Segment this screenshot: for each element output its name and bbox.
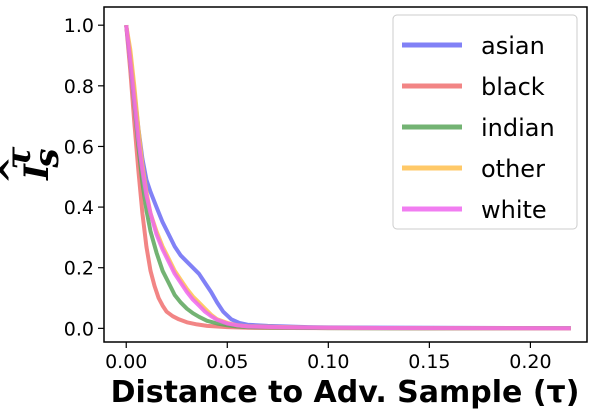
x-tick-label: 0.15 (408, 351, 450, 373)
legend-label-asian: asian (481, 32, 545, 60)
plot-frame (103, 6, 588, 343)
y-tick-label: 0.4 (64, 197, 94, 219)
legend-label-black: black (481, 73, 545, 101)
y-axis-ticks: 0.0 0.2 0.4 0.6 0.8 1.0 (64, 15, 104, 340)
y-tick-label: 1.0 (64, 15, 94, 37)
y-tick-label: 0.2 (64, 258, 94, 280)
x-tick-label: 0.00 (105, 351, 147, 373)
svg-text:s: s (27, 148, 67, 168)
svg-text:τ: τ (0, 146, 39, 169)
series-layer (124, 24, 571, 331)
legend-label-indian: indian (481, 114, 555, 142)
svg-text:^: ^ (0, 156, 33, 185)
y-tick-label: 0.6 (64, 136, 94, 158)
x-axis-ticks: 0.00 0.05 0.10 0.15 0.20 (105, 342, 552, 373)
legend-label-white: white (481, 196, 547, 224)
y-tick-label: 0.8 (64, 76, 94, 98)
legend-label-other: other (481, 155, 545, 183)
x-tick-label: 0.05 (206, 351, 248, 373)
x-tick-label: 0.20 (509, 351, 551, 373)
x-tick-label: 0.10 (307, 351, 349, 373)
svg-text:I: I (17, 163, 57, 181)
x-axis-label: Distance to Adv. Sample (τ) (111, 375, 580, 410)
y-axis-label: I s τ ^ (0, 146, 67, 184)
legend-frame (392, 14, 578, 230)
y-tick-label: 0.0 (64, 318, 94, 340)
legend: asian black indian other white (392, 14, 578, 230)
series-line-white (124, 24, 571, 331)
